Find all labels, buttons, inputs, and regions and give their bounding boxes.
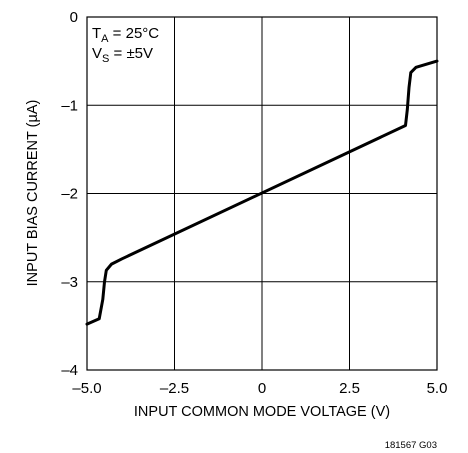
annotation-background [89,19,169,63]
y-axis-label: INPUT BIAS CURRENT (µA) [25,100,41,287]
x-axis-label: INPUT COMMON MODE VOLTAGE (V) [134,404,390,420]
plot-frame [86,16,438,371]
vs-rest: = ±5V [109,45,153,62]
y-tick-label: –3 [61,274,78,291]
x-tick-label: –2.5 [160,380,189,397]
ta-rest: = 25°C [109,25,160,42]
x-tick-label: 5.0 [427,380,448,397]
y-tick-label: –4 [61,362,78,379]
y-tick-label: 0 [70,9,78,26]
ta-subscript: A [101,33,109,45]
ta-main: T [92,25,101,42]
y-tick-label: –1 [61,97,78,114]
vs-subscript: S [102,53,109,65]
vs-main: V [92,45,102,62]
x-tick-label: 0 [258,380,266,397]
temperature-annotation: TA = 25°C [92,25,159,45]
figure-id: 181567 G03 [385,440,437,451]
y-tick-label: –2 [61,186,78,203]
x-tick-label: 2.5 [339,380,360,397]
x-tick-labels: –5.0 –2.5 0 2.5 5.0 [72,380,447,397]
y-tick-labels: 0 –1 –2 –3 –4 [61,9,78,379]
x-tick-label: –5.0 [72,380,101,397]
series-line [85,59,439,326]
supply-annotation: VS = ±5V [92,45,153,65]
